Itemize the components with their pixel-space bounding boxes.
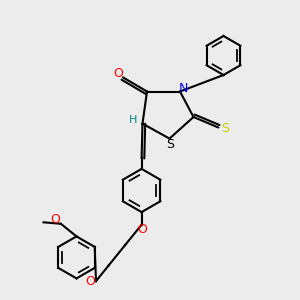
Text: S: S <box>221 122 229 135</box>
Text: H: H <box>128 115 137 125</box>
Text: N: N <box>179 82 188 95</box>
Text: O: O <box>50 213 60 226</box>
Text: O: O <box>137 223 147 236</box>
Text: O: O <box>86 275 95 288</box>
Text: S: S <box>166 137 174 151</box>
Text: O: O <box>113 67 123 80</box>
